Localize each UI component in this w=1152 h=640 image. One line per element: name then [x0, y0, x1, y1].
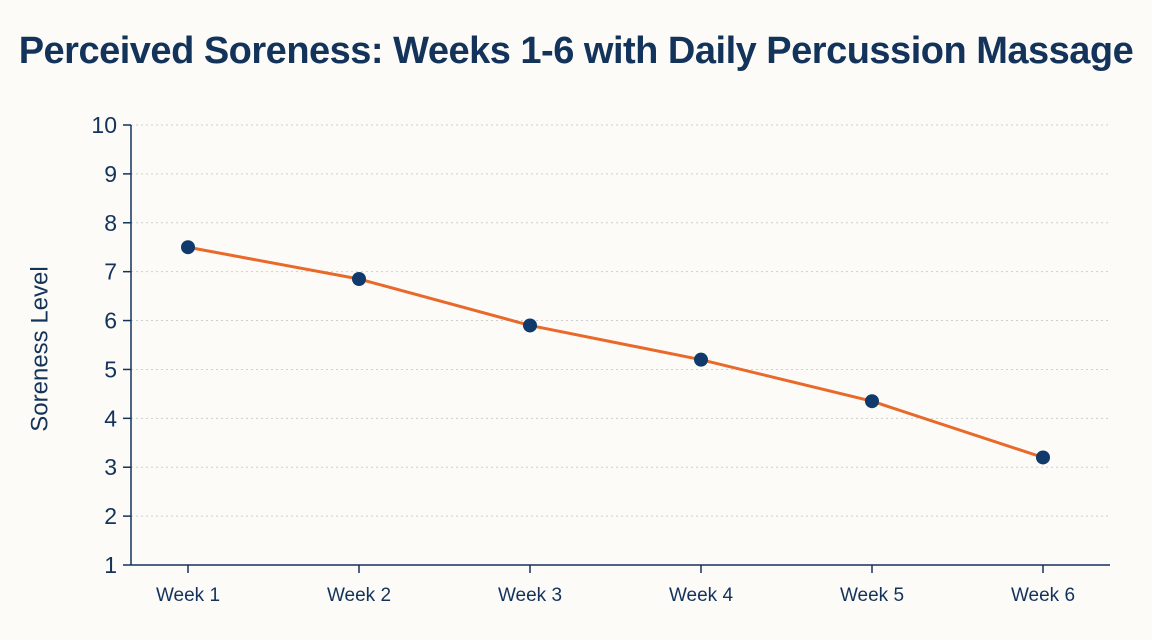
y-tick-label: 3: [104, 454, 117, 480]
data-point: [181, 240, 195, 255]
y-tick-label: 2: [104, 503, 117, 529]
x-tick-label: Week 3: [498, 585, 562, 606]
x-tick-labels: Week 1 Week 2 Week 3 Week 4 Week 5 Week 6: [156, 585, 1075, 606]
x-tick-label: Week 1: [156, 585, 220, 606]
data-point: [1036, 450, 1050, 465]
data-point: [865, 394, 879, 409]
axes: [123, 124, 1110, 573]
data-point: [352, 272, 366, 286]
x-tick-label: Week 2: [327, 585, 391, 606]
x-tick-label: Week 6: [1011, 585, 1075, 606]
y-tick-label: 10: [91, 112, 117, 138]
y-tick-label: 1: [104, 552, 117, 578]
y-tick-label: 4: [104, 405, 117, 431]
x-tick-label: Week 4: [669, 585, 734, 606]
y-tick-labels: 1 2 3 4 5 6 7 8 9 10: [91, 112, 117, 578]
series: [181, 240, 1050, 465]
y-tick-label: 7: [104, 259, 117, 285]
x-tick-label: Week 5: [840, 585, 904, 606]
series-line: [186, 245, 1045, 459]
data-point: [694, 352, 708, 367]
chart-title: Perceived Soreness: Weeks 1-6 with Daily…: [18, 30, 1134, 72]
y-tick-label: 5: [104, 356, 117, 382]
grid-lines: [131, 124, 1110, 517]
y-tick-label: 6: [104, 308, 117, 334]
y-tick-label: 9: [104, 161, 117, 187]
data-point: [523, 318, 537, 333]
y-tick-label: 8: [104, 210, 117, 236]
y-axis-label: Soreness Level: [26, 266, 53, 431]
